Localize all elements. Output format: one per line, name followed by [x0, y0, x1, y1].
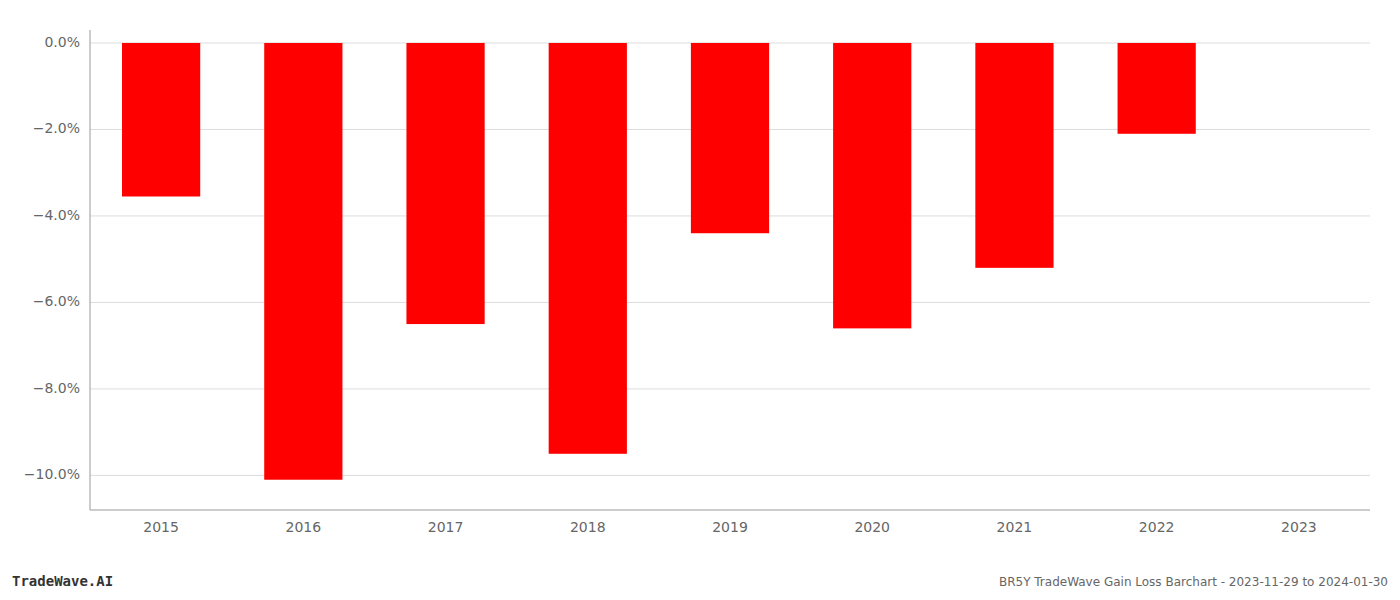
bar [691, 43, 769, 233]
bar [833, 43, 911, 328]
y-tick-label: −4.0% [33, 207, 80, 223]
y-tick-label: −2.0% [33, 120, 80, 136]
y-tick-label: −8.0% [33, 380, 80, 396]
x-tick-label: 2020 [854, 519, 890, 535]
y-tick-label: −6.0% [33, 293, 80, 309]
title: BR5Y TradeWave Gain Loss Barchart - 2023… [999, 575, 1388, 589]
x-tick-label: 2015 [143, 519, 179, 535]
bar [264, 43, 342, 480]
x-tick-label: 2016 [286, 519, 322, 535]
x-tick-label: 2018 [570, 519, 606, 535]
bar [1118, 43, 1196, 134]
bar [975, 43, 1053, 268]
watermark: TradeWave.AI [12, 573, 113, 589]
bar [1260, 42, 1338, 43]
bars [122, 43, 1196, 480]
bar [549, 43, 627, 454]
y-axis: 0.0% −2.0% −4.0% −6.0% −8.0% −10.0% [24, 34, 80, 482]
x-tick-label: 2019 [712, 519, 748, 535]
chart-container: 0.0%−2.0%−4.0%−6.0%−8.0%−10.0%2015201620… [0, 0, 1400, 600]
y-axis-line [90, 30, 91, 510]
x-tick-label: 2023 [1281, 519, 1317, 535]
chart: 0.0%−2.0%−4.0%−6.0%−8.0%−10.0%2015201620… [0, 0, 1400, 600]
x-tick-label: 2017 [428, 519, 464, 535]
y-tick-label: 0.0% [44, 34, 80, 50]
x-axis-line [90, 510, 1370, 511]
bar [122, 43, 200, 197]
x-axis: 2015 2016 2017 2018 2019 2020 2021 2022 2023 [143, 519, 1316, 535]
y-tick-label: −10.0% [24, 466, 80, 482]
bar [406, 43, 484, 324]
x-tick-label: 2021 [997, 519, 1033, 535]
x-tick-label: 2022 [1139, 519, 1175, 535]
